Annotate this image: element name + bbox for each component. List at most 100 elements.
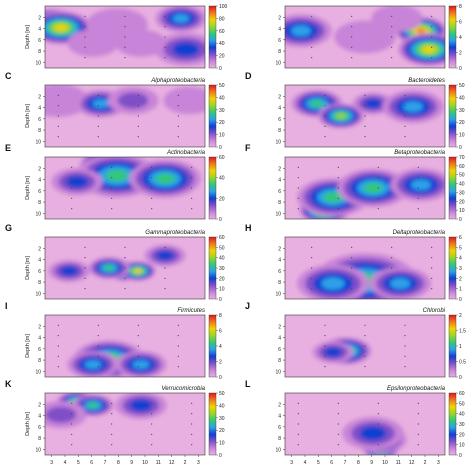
colorbar-tick-label: 20 xyxy=(219,276,225,282)
panel-F: 2 4 6 8 10 F Betaproteobacteria 0 10 20 30 40 50 60 70 xyxy=(245,143,465,223)
sample-point xyxy=(364,324,366,326)
x-tick-label: 3 xyxy=(290,460,293,466)
sample-point xyxy=(124,267,126,269)
y-tick-label: 8 xyxy=(38,49,41,55)
sample-point xyxy=(57,335,59,337)
sample-point xyxy=(164,288,166,290)
sample-point xyxy=(97,366,99,368)
sample-point xyxy=(337,402,339,404)
y-tick-label: 10 xyxy=(35,60,41,66)
sample-point xyxy=(57,355,59,357)
contour-level xyxy=(323,192,343,203)
sample-point xyxy=(324,136,326,138)
colorbar-tick-label: 0 xyxy=(459,66,462,72)
y-tick-label: 8 xyxy=(38,436,41,442)
sample-point xyxy=(177,324,179,326)
colorbar-tick-label: 0 xyxy=(219,453,222,459)
panel-G: 2 4 6 8 10 Depth [m] G Gammaproteobacteria 0 10 20… xyxy=(5,223,225,303)
contour-level xyxy=(363,182,383,194)
sample-point xyxy=(391,57,393,59)
sample-point xyxy=(377,197,379,199)
sample-point xyxy=(137,125,139,127)
contour-level xyxy=(410,179,432,191)
x-tick-label: 7 xyxy=(344,460,347,466)
sample-point xyxy=(111,444,113,446)
contour-level xyxy=(155,173,175,184)
plot-frame xyxy=(284,392,446,456)
sample-point xyxy=(191,166,193,168)
colorbar-tick-label: 6 xyxy=(459,235,462,241)
sample-point xyxy=(84,26,86,28)
sample-point xyxy=(337,413,339,415)
sample-point xyxy=(364,366,366,368)
sample-point xyxy=(71,423,73,425)
sample-point xyxy=(351,57,353,59)
y-tick-label: 4 xyxy=(278,178,281,184)
sample-point xyxy=(124,246,126,248)
colorbar-tick-label: 4 xyxy=(459,35,462,41)
colorbar-tick-label: 30 xyxy=(219,416,225,422)
sample-point xyxy=(177,136,179,138)
y-tick-label: 2 xyxy=(38,246,41,252)
sample-point xyxy=(191,402,193,404)
sample-point xyxy=(97,136,99,138)
panel-top-right: 2 4 6 8 10 0 2 4 6 8 xyxy=(275,4,462,72)
sample-point xyxy=(57,105,59,107)
sample-point xyxy=(111,423,113,425)
y-tick-label: 10 xyxy=(275,139,281,145)
sample-point xyxy=(377,423,379,425)
y-tick-label: 6 xyxy=(38,347,41,353)
sample-point xyxy=(377,208,379,210)
sample-point xyxy=(431,288,433,290)
sample-point xyxy=(404,324,406,326)
sample-point xyxy=(177,366,179,368)
contour-level xyxy=(364,98,382,109)
sample-point xyxy=(151,413,153,415)
panel-C: 2 4 6 8 10 Depth [m] C Alphaproteobacteria 0 10 20… xyxy=(5,71,225,151)
y-axis-label: Depth [m] xyxy=(25,334,31,358)
y-tick-label: 2 xyxy=(278,324,281,330)
colorbar xyxy=(448,84,457,148)
sample-point xyxy=(137,366,139,368)
sample-point xyxy=(191,208,193,210)
sample-point xyxy=(124,36,126,38)
y-tick-label: 6 xyxy=(278,347,281,353)
sample-point xyxy=(297,444,299,446)
sample-point xyxy=(97,324,99,326)
y-tick-label: 8 xyxy=(278,436,281,442)
sample-point xyxy=(191,423,193,425)
panel-title: Alphaproteobacteria xyxy=(150,78,205,84)
sample-point xyxy=(311,15,313,17)
sample-point xyxy=(164,57,166,59)
y-tick-label: 6 xyxy=(278,38,281,44)
y-tick-label: 8 xyxy=(278,128,281,134)
sample-point xyxy=(84,57,86,59)
colorbar-tick-label: 8 xyxy=(459,4,462,10)
plot-frame xyxy=(44,84,206,148)
sample-point xyxy=(111,187,113,189)
x-tick-label: 11 xyxy=(156,460,161,466)
y-tick-label: 8 xyxy=(278,200,281,206)
sample-point xyxy=(71,187,73,189)
colorbar-tick-label: 3 xyxy=(459,266,462,272)
contour-level xyxy=(130,399,152,412)
sample-point xyxy=(431,257,433,259)
sample-point xyxy=(364,125,366,127)
colorbar-tick-label: 20 xyxy=(459,199,465,205)
colorbar-tick-label: 4 xyxy=(459,256,462,262)
sample-point xyxy=(57,94,59,96)
contour-level xyxy=(402,101,424,113)
x-tick-label: 4 xyxy=(304,460,307,466)
sample-point xyxy=(391,15,393,17)
sample-point xyxy=(71,208,73,210)
sample-point xyxy=(311,277,313,279)
plot-frame xyxy=(284,5,446,69)
sample-point xyxy=(417,402,419,404)
sample-point xyxy=(84,36,86,38)
sample-point xyxy=(391,277,393,279)
sample-point xyxy=(431,267,433,269)
x-tick-label: 10 xyxy=(382,460,388,466)
x-tick-label: 3 xyxy=(437,460,440,466)
y-tick-label: 6 xyxy=(278,117,281,123)
contour-level xyxy=(45,406,77,423)
